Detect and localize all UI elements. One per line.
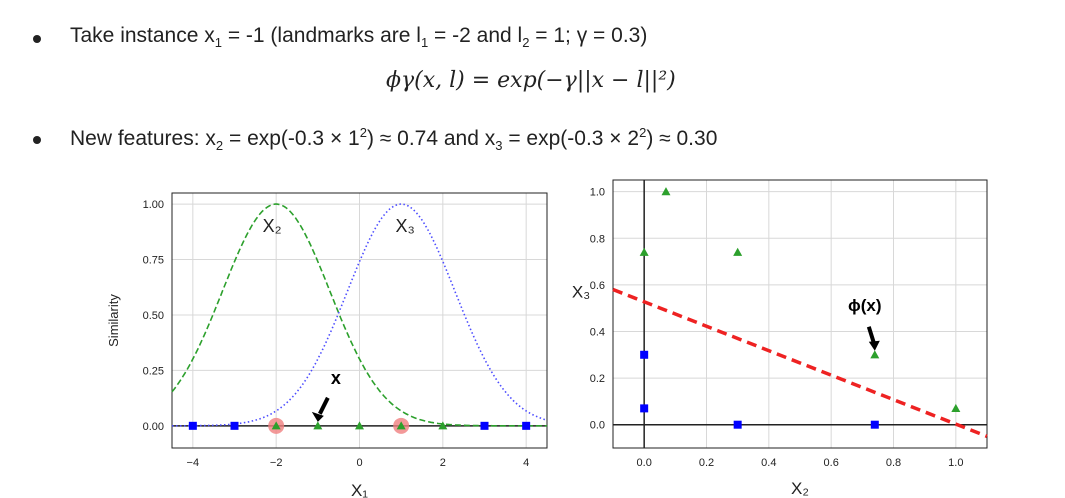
annotation-arrow — [866, 326, 876, 344]
x-tick-label: 2 — [440, 457, 446, 469]
x-axis-label: X₁ — [351, 481, 368, 498]
y-axis-label: Similarity — [106, 294, 121, 347]
y-tick-label: 0.50 — [143, 310, 164, 322]
feature-space-chart: 0.0 0.2 0.4 0.6 0.8 1.0 0.0 0.2 0.4 0.6 0.8 1.0 ϕ(x)… — [572, 179, 988, 498]
y-tick-label: 0.75 — [143, 255, 164, 267]
bullet-2-text: New features: x2 = exp(-0.3 × 12) ≈ 0.74… — [70, 125, 717, 153]
bullet-1-part: = 1; γ = 0.3) — [529, 24, 648, 47]
x-tick-label: 4 — [523, 457, 529, 469]
sub-x2: 2 — [215, 138, 224, 154]
y-tick-label: 1.0 — [590, 187, 605, 199]
sub-l2: 2 — [522, 35, 530, 51]
bullet-2-part: ) ≈ 0.30 — [646, 127, 718, 150]
bullet-dot-2 — [33, 136, 41, 144]
data-point-square — [230, 421, 239, 430]
y-tick-label: 1.00 — [143, 199, 164, 211]
bullet-2-part: ) ≈ 0.74 and x — [366, 127, 496, 150]
annotation-label: x — [331, 368, 341, 388]
x-tick-label: 0.0 — [637, 457, 652, 469]
plot-frame — [612, 179, 988, 449]
data-point-square — [640, 350, 649, 359]
x-tick-label: −2 — [270, 457, 283, 469]
data-point-square — [188, 421, 197, 430]
data-point-triangle — [639, 247, 649, 256]
data-point-square — [522, 421, 531, 430]
y-tick-label: 0.2 — [590, 373, 605, 385]
decision-boundary — [612, 287, 988, 438]
data-point-triangle — [271, 421, 281, 430]
x-tick-label: 0.2 — [699, 457, 714, 469]
rbf-formula: ϕγ(x, l) = exp(−γ||x − l||²) — [386, 68, 676, 93]
x-tick-label: 0.6 — [824, 457, 839, 469]
sup-2: 2 — [639, 125, 647, 140]
x-tick-label: 0.8 — [886, 457, 901, 469]
bullet-dot-1 — [33, 35, 41, 43]
data-point-triangle — [396, 421, 406, 430]
data-point-triangle — [355, 421, 364, 430]
annotation-arrowhead — [868, 340, 880, 351]
data-point-square — [640, 404, 649, 413]
sub-1: 1 — [214, 35, 222, 51]
y-tick-label: 0.8 — [590, 233, 605, 245]
sub-l1: 1 — [420, 35, 429, 51]
bullet-1-part: = -1 (landmarks are l — [221, 24, 421, 47]
annotation-arrow — [318, 396, 330, 415]
data-point-triangle — [951, 403, 961, 412]
data-point-triangle — [661, 187, 671, 196]
y-tick-label: 0.00 — [143, 421, 164, 433]
y-tick-label: 0.6 — [590, 280, 605, 292]
y-axis-label: X₃ — [572, 283, 590, 302]
data-point-triangle — [870, 350, 880, 359]
annotation-arrowhead — [311, 411, 324, 422]
x-tick-label: −4 — [187, 457, 200, 469]
annotation-label: ϕ(x) — [848, 296, 882, 315]
y-tick-label: 0.25 — [143, 365, 164, 377]
bullet-2-part: = exp(-0.3 × 1 — [223, 127, 360, 150]
data-point-square — [733, 420, 742, 429]
similarity-chart: −4 −2 0 2 4 0.00 0.25 0.50 0.75 1.00 X₂ X₃ x X₁ Simila… — [106, 192, 548, 498]
bullet-2-part: = exp(-0.3 × 2 — [502, 127, 640, 150]
bullet-1-part: Take instance x — [70, 24, 215, 47]
sub-x3: 3 — [495, 138, 503, 154]
plot-frame — [171, 192, 548, 449]
bullet-1-part: = -2 and l — [428, 24, 523, 47]
x-tick-label: 0.4 — [761, 457, 776, 469]
y-tick-label: 0.4 — [590, 326, 605, 338]
x-tick-label: 1.0 — [948, 457, 963, 469]
bullet-1-text: Take instance x1 = -1 (landmarks are l1 … — [70, 24, 647, 50]
data-point-square — [870, 420, 879, 429]
data-point-triangle — [438, 421, 448, 430]
series-label: X₃ — [395, 216, 414, 236]
series-label: X₂ — [263, 216, 282, 236]
data-point-triangle — [313, 421, 323, 430]
sup-1: 2 — [359, 125, 367, 140]
bullet-2-part: New features: x — [70, 127, 216, 150]
y-tick-label: 0.0 — [590, 420, 605, 432]
data-point-triangle — [733, 247, 743, 256]
x-axis-label: X₂ — [791, 479, 809, 498]
data-point-square — [480, 421, 489, 430]
x-tick-label: 0 — [356, 457, 362, 469]
